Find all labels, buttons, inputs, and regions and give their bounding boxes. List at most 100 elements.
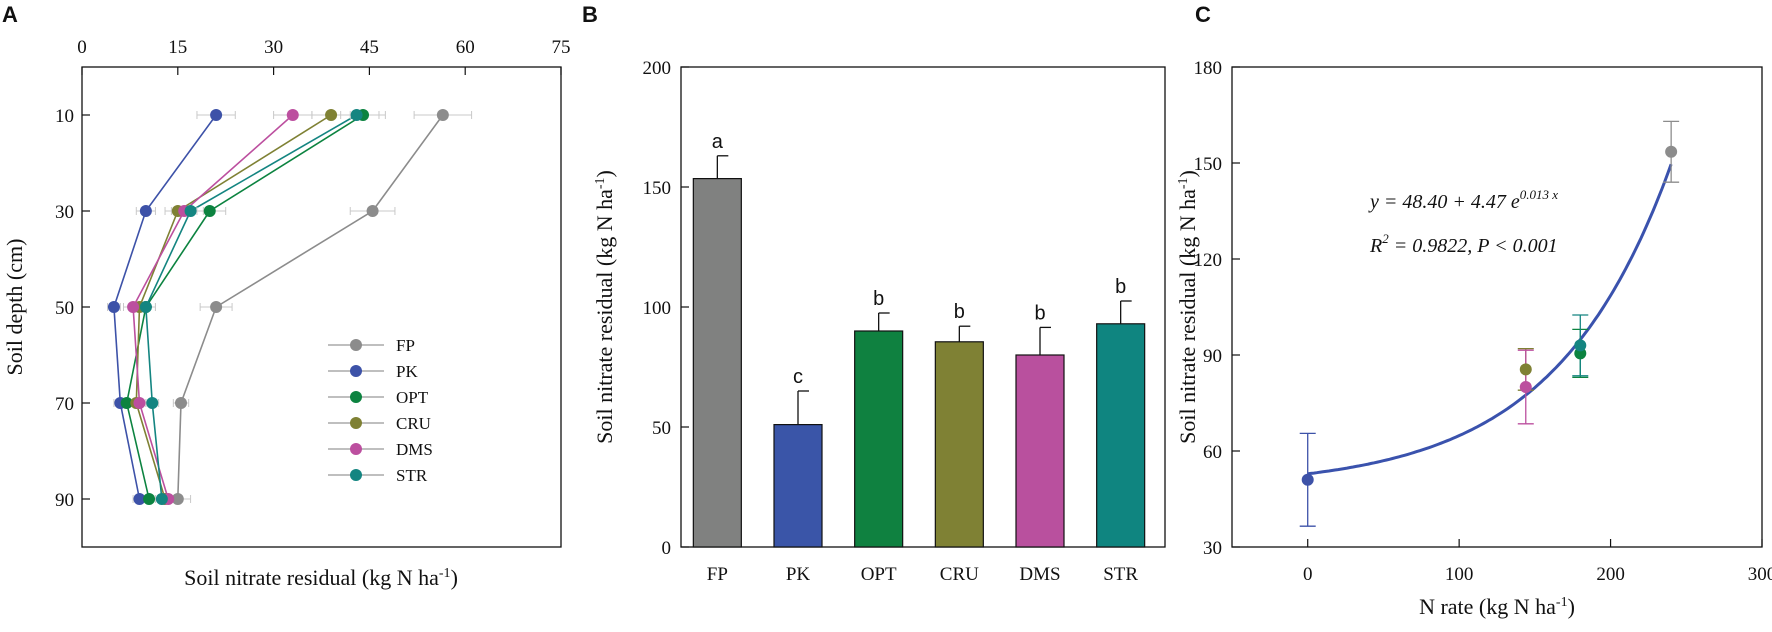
panel-a-legend-label: OPT — [396, 388, 429, 407]
panel-b-significance-letter: a — [712, 131, 724, 153]
panel-a-y-tick-label: 10 — [55, 106, 74, 127]
panel-c-point-pk — [1301, 473, 1314, 486]
panel-b-frame — [680, 66, 1166, 548]
panel-c-y-tick-label: 150 — [1194, 154, 1223, 175]
panel-a-x-tick-label: 75 — [552, 37, 571, 58]
panel-b-category-label: OPT — [861, 564, 897, 585]
panel-c-y-axis-label: Soil nitrate residual (kg N ha-1) — [1175, 170, 1200, 444]
panel-c-x-tick-label: 100 — [1445, 564, 1474, 585]
panel-a-legend-marker-cru — [350, 417, 362, 429]
panel-c-fit-equation: y = 48.40 + 4.47 e0.013 x — [1368, 187, 1558, 213]
panel-c-point-fp — [1665, 145, 1678, 158]
panel-c-x-tick-label: 200 — [1596, 564, 1625, 585]
panel-b-y-tick-label: 0 — [662, 538, 672, 559]
panel-c-point-dms — [1519, 381, 1532, 393]
panel-b-y-tick-label: 200 — [643, 58, 672, 79]
panel-c-scatter-fit: 0 100 200 300 30 60 90 120 150 180 y = 48.40 + 4.… — [1175, 58, 1772, 619]
panel-a-x-tick-label: 30 — [264, 37, 283, 58]
panel-b-bar-chart: 0 50 100 150 200 a FP c PK b OPT b CRU b DMS b STR Soil… — [592, 58, 1166, 585]
panel-b-bar-fp — [692, 178, 742, 548]
panel-a-legend-label: PK — [396, 362, 418, 381]
panel-a-legend: FP PK OPT CRU DMS STR — [328, 336, 433, 485]
panel-a-point-str — [139, 301, 152, 313]
panel-b-y-axis-label: Soil nitrate residual (kg N ha-1) — [592, 170, 617, 444]
panel-a-x-tick-label: 45 — [360, 37, 379, 58]
panel-a-line-str — [145, 114, 358, 500]
panel-b-bar-dms — [1015, 354, 1065, 548]
panel-a-point-pk — [210, 109, 223, 121]
panel-b-significance-letter: b — [1034, 302, 1045, 324]
panel-a-line-cru — [135, 114, 332, 500]
panel-a-point-fp — [436, 109, 449, 121]
panel-a-legend-label: DMS — [396, 440, 433, 459]
panel-a-point-fp — [174, 397, 187, 409]
panel-a-point-fp — [210, 301, 223, 313]
panel-a-point-pk — [133, 493, 146, 505]
panel-a-legend-marker-dms — [350, 443, 362, 455]
panel-a-legend-label: STR — [396, 466, 428, 485]
panel-a-y-tick-label: 30 — [55, 202, 74, 223]
panel-b-significance-letter: c — [793, 366, 803, 388]
panel-a-point-dms — [133, 397, 146, 409]
panel-a-y-tick-label: 50 — [55, 298, 74, 319]
panel-a-point-fp — [171, 493, 184, 505]
panel-b-significance-letter: b — [873, 288, 884, 310]
panel-b-y-tick-label: 150 — [643, 178, 672, 199]
panel-label-c: C — [1195, 2, 1211, 27]
panel-b-category-label: DMS — [1019, 564, 1060, 585]
panel-c-y-tick-label: 120 — [1194, 250, 1223, 271]
panel-a-legend-marker-fp — [350, 339, 362, 351]
panel-b-y-tick-label: 100 — [643, 298, 672, 319]
panel-a-point-cru — [325, 109, 338, 121]
panel-a-x-tick-label: 15 — [168, 37, 187, 58]
panel-a-point-dms — [286, 109, 299, 121]
panel-b-significance-letter: b — [954, 301, 965, 323]
panel-a-point-pk — [107, 301, 120, 313]
panel-c-point-str — [1574, 339, 1587, 352]
panel-a-depth-profile: 0 15 30 45 60 75 10 30 50 70 90 FP PK OPT CRU DMS STR S… — [2, 37, 571, 590]
panel-a-legend-label: FP — [396, 336, 415, 355]
panel-c-y-tick-label: 60 — [1203, 442, 1222, 463]
panel-a-point-opt — [143, 493, 156, 505]
panel-a-point-fp — [366, 205, 379, 217]
panel-a-y-tick-label: 70 — [55, 394, 74, 415]
panel-a-point-pk — [139, 205, 152, 217]
panel-b-y-tick-label: 50 — [652, 418, 671, 439]
panel-a-legend-marker-str — [350, 469, 362, 481]
panel-a-x-tick-label: 0 — [77, 37, 87, 58]
panel-a-legend-marker-opt — [350, 391, 362, 403]
panel-b-category-label: CRU — [940, 564, 979, 585]
panel-a-y-tick-label: 90 — [55, 490, 74, 511]
panel-a-x-tick-label: 60 — [456, 37, 475, 58]
panel-c-x-tick-label: 0 — [1303, 564, 1313, 585]
panel-a-point-str — [184, 205, 197, 217]
panel-c-y-tick-label: 30 — [1203, 538, 1222, 559]
panel-c-y-tick-label: 90 — [1203, 346, 1222, 367]
panel-c-x-axis-label: N rate (kg N ha-1) — [1419, 594, 1575, 619]
panel-label-a: A — [2, 2, 18, 27]
panel-b-bar-cru — [934, 341, 984, 548]
panel-b-category-label: PK — [786, 564, 811, 585]
panel-a-legend-marker-pk — [350, 365, 362, 377]
panel-b-significance-letter: b — [1115, 276, 1126, 298]
panel-b-bar-str — [1096, 323, 1146, 548]
panel-a-line-opt — [125, 114, 364, 500]
panel-a-point-opt — [120, 397, 133, 409]
panel-b-category-label: FP — [707, 564, 728, 585]
panel-a-point-str — [146, 397, 159, 409]
panel-a-y-axis-label: Soil depth (cm) — [2, 239, 27, 376]
panel-b-category-label: STR — [1103, 564, 1138, 585]
panel-c-fit-curve — [1307, 163, 1673, 476]
panel-c-point-cru — [1519, 363, 1532, 376]
panel-c-x-tick-label: 300 — [1748, 564, 1772, 585]
panel-a-point-str — [155, 493, 168, 505]
panel-label-b: B — [582, 2, 598, 27]
panel-c-r-squared: R2 = 0.9822, P < 0.001 — [1369, 231, 1558, 257]
panel-c-y-tick-label: 180 — [1194, 58, 1223, 79]
panel-a-legend-label: CRU — [396, 414, 431, 433]
panel-b-bar-opt — [854, 330, 904, 548]
panel-a-point-dms — [127, 301, 140, 313]
panel-a-point-str — [350, 109, 363, 121]
panel-a-x-axis-label: Soil nitrate residual (kg N ha-1) — [184, 565, 458, 590]
